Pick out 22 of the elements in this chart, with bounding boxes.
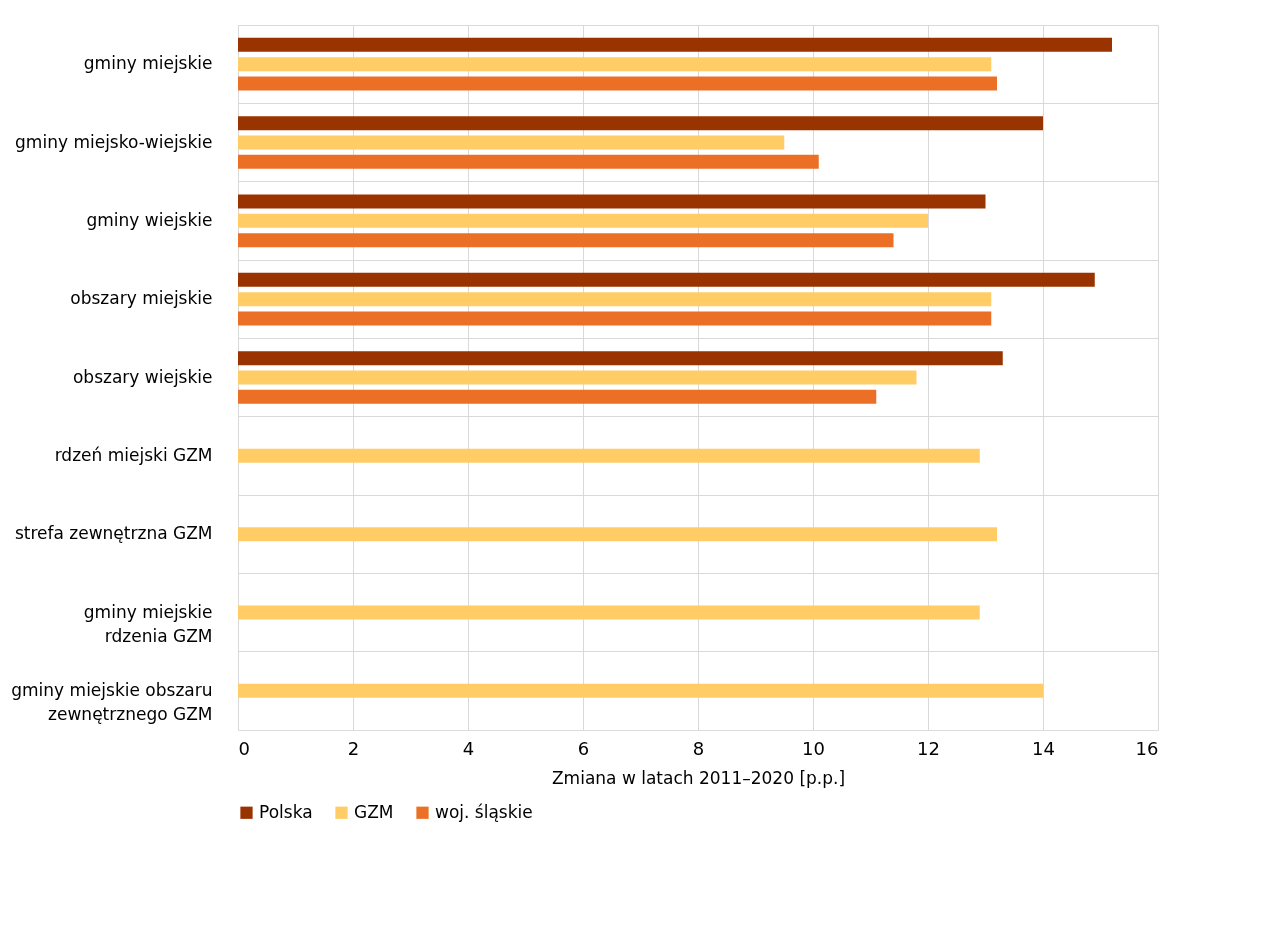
x-tick-label: 0 — [238, 737, 250, 759]
x-tick-label: 6 — [577, 737, 590, 759]
y-tick-label: obszary miejskie — [70, 288, 213, 309]
x-tick-label: 12 — [917, 737, 940, 759]
y-tick-label: gminy wiejskie — [86, 209, 213, 230]
x-tick-label: 8 — [692, 737, 705, 759]
legend-label: GZM — [354, 801, 394, 822]
legend-label: woj. śląskie — [435, 801, 533, 822]
x-tick-label: 16 — [1135, 737, 1159, 759]
x-tick-label: 10 — [802, 737, 825, 759]
x-axis-title: Zmiana w latach 2011–2020 [p.p.] — [551, 767, 846, 788]
x-tick-label: 14 — [1032, 737, 1055, 759]
legend-label: Polska — [259, 801, 313, 822]
y-tick-label: gminy miejskie — [83, 53, 213, 74]
y-tick-label: gminy miejskie obszaru zewnętrznego GZM — [11, 679, 213, 724]
y-tick-label: gminy miejsko-wiejskie — [15, 131, 213, 152]
y-tick-label: gminy miejskie rdzenia GZM — [83, 601, 213, 646]
x-tick-label: 4 — [462, 737, 475, 759]
y-tick-label: strefa zewnętrzna GZM — [14, 523, 213, 544]
y-tick-label: obszary wiejskie — [72, 366, 213, 387]
x-tick-label: 2 — [347, 737, 360, 759]
y-tick-label: rdzeń miejski GZM — [54, 444, 213, 465]
